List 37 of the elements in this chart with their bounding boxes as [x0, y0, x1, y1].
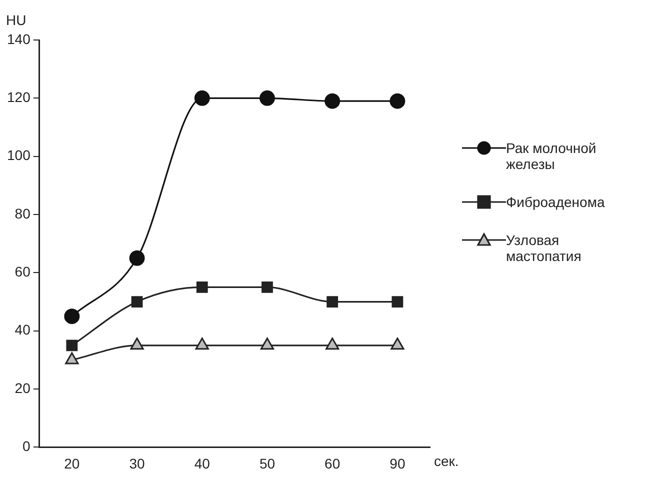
x-tick-label: 50	[259, 455, 276, 472]
y-axis-title: HU	[6, 12, 26, 28]
point	[326, 296, 338, 308]
point	[259, 90, 275, 106]
y-tick-label: 140	[7, 30, 31, 47]
x-tick-label: 20	[64, 455, 80, 472]
point	[66, 340, 78, 352]
y-tick-label: 40	[14, 322, 31, 338]
point	[131, 296, 143, 308]
x-tick-label: 60	[324, 455, 340, 472]
legend-label: Рак молочной железы	[506, 140, 598, 172]
point	[196, 282, 208, 293]
x-tick-label: 40	[194, 455, 210, 472]
y-tick-label: 100	[7, 147, 31, 164]
x-tick-label: 90	[390, 455, 406, 472]
point	[324, 93, 340, 109]
point	[390, 93, 406, 109]
x-axis-title: сек.	[434, 453, 459, 470]
point	[194, 90, 210, 106]
point	[130, 338, 144, 350]
point	[65, 352, 79, 364]
y-tick-label: 0	[22, 438, 31, 454]
point	[262, 282, 273, 293]
y-tick-label: 60	[14, 264, 31, 280]
legend-label: Узловая мастопатия	[506, 232, 582, 264]
point	[195, 338, 209, 350]
point	[129, 250, 145, 266]
point	[64, 308, 80, 324]
y-tick-label: 120	[7, 89, 31, 106]
legend-label: Фиброаденома	[506, 194, 605, 210]
point	[392, 296, 404, 308]
y-tick-label: 80	[14, 205, 31, 222]
x-tick-label: 30	[129, 455, 146, 472]
point	[326, 338, 340, 350]
point	[390, 338, 404, 350]
point	[260, 338, 274, 350]
y-tick-label: 20	[14, 380, 31, 396]
